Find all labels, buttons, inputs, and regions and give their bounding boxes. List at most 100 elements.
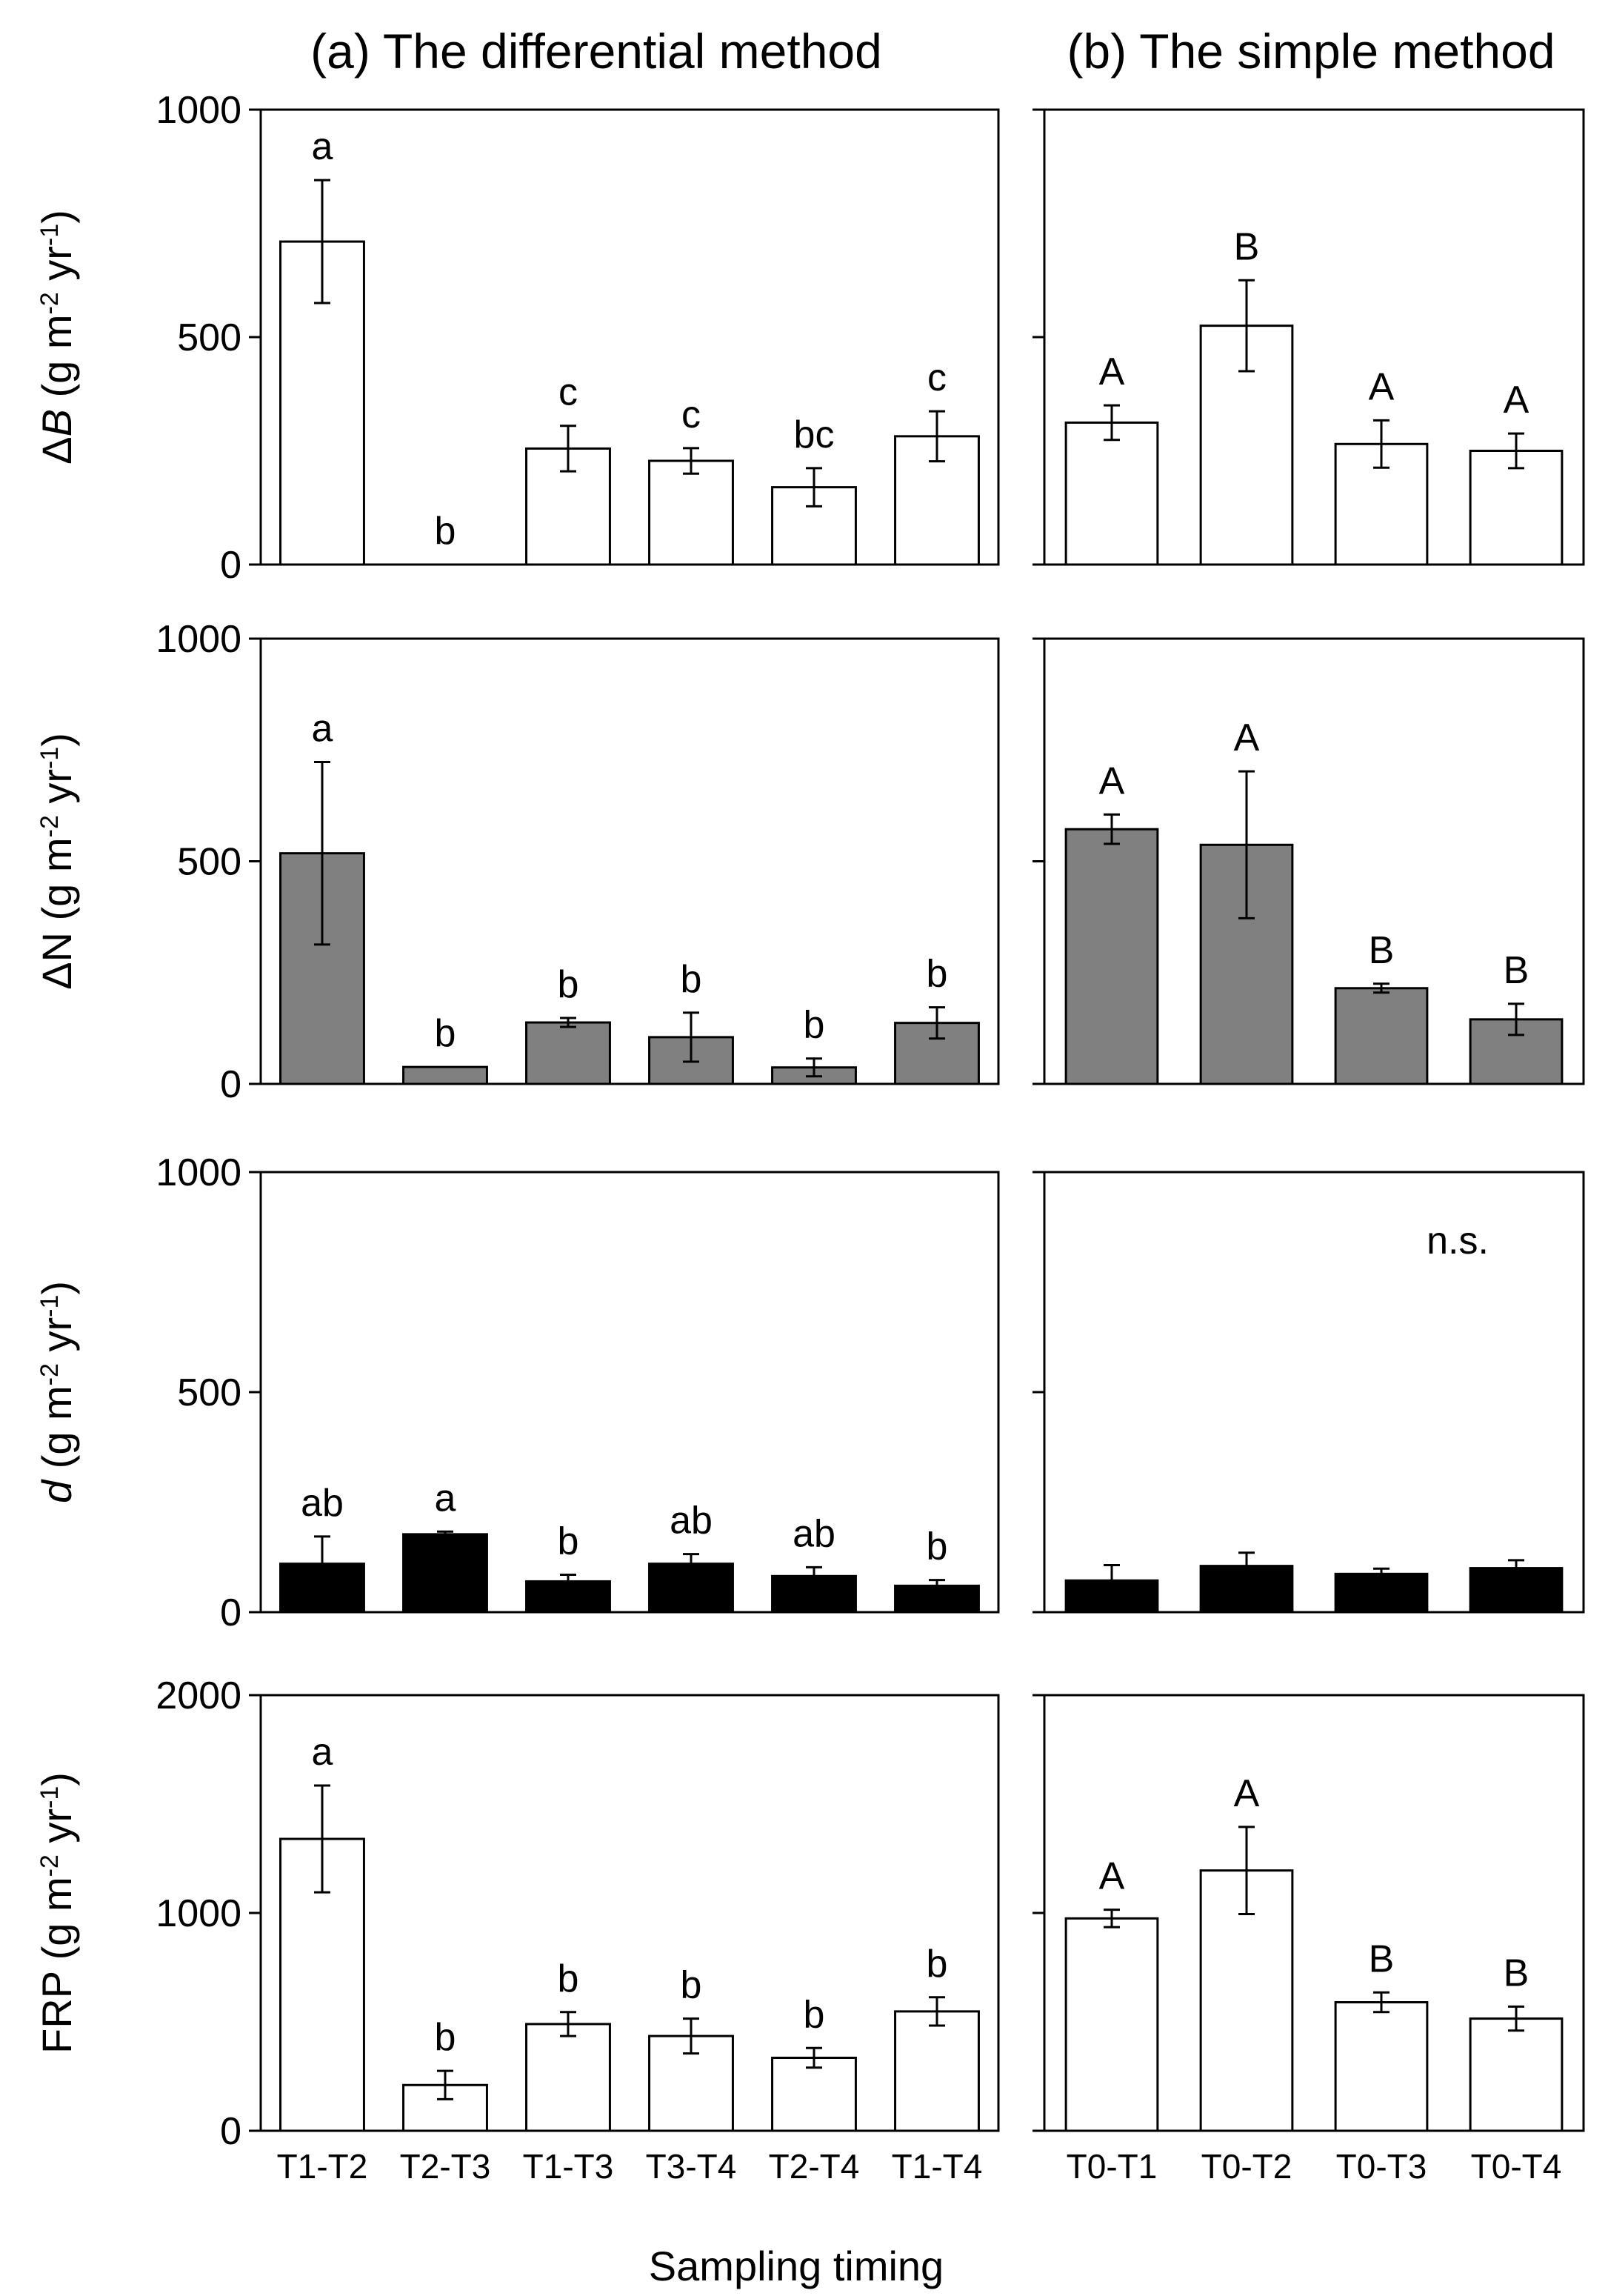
panel-a-row1-sig-letter-T1-T3: b bbox=[558, 963, 579, 1006]
panel-a-row0-sig-letter-T2-T4: bc bbox=[794, 413, 835, 456]
panel-a-row0-ytick-label: 500 bbox=[177, 316, 241, 359]
panel-b-row1-sig-letter-T0-T4: B bbox=[1504, 949, 1529, 992]
panel-a-row0-sig-letter-T1-T2: a bbox=[312, 125, 333, 168]
ylabel-exponent: -1 bbox=[36, 224, 64, 246]
panel-a-row0-sig-letter-T2-T3: b bbox=[435, 510, 456, 553]
ylabel-exponent: -2 bbox=[36, 292, 64, 314]
panel-a-row3-bar-T1-T4 bbox=[894, 2010, 980, 2132]
panel-a-row2-ytick-label: 0 bbox=[220, 1591, 241, 1634]
panel-b-row3-sig-letter-T0-T2: A bbox=[1234, 1772, 1260, 1815]
panel-a-row0-ytick-label: 1000 bbox=[156, 89, 241, 132]
panel-a-row2-ytick-label: 500 bbox=[177, 1371, 241, 1414]
x-tick-label-T0-T2: T0-T2 bbox=[1201, 2147, 1292, 2186]
ylabel-exponent: -1 bbox=[36, 1786, 64, 1808]
panel-a-row0-sig-letter-T1-T3: c bbox=[558, 371, 578, 414]
ylabel-unit: (g m bbox=[33, 1385, 80, 1480]
panel-a-row2-sig-letter-T2-T3: a bbox=[435, 1477, 456, 1520]
panel-a-row1-sig-letter-T2-T3: b bbox=[435, 1012, 456, 1055]
panel-a-row2-frame bbox=[259, 1171, 1000, 1614]
panel-a-title: (a) The differential method bbox=[310, 24, 882, 79]
panel-b-row3: A T0-T1 A T0-T2 B T0-T3 B T0-T4 bbox=[1032, 1694, 1585, 2186]
panel-b-row0-sig-letter-T0-T3: A bbox=[1369, 365, 1395, 408]
panel-a-row3-ytick-label: 1000 bbox=[156, 1892, 241, 1935]
panel-b-row2-bar-T0-T3 bbox=[1334, 1572, 1429, 1614]
ylabel-unit: ) bbox=[33, 210, 80, 224]
x-tick-label-T0-T3: T0-T3 bbox=[1336, 2147, 1427, 2186]
panel-a-row1-bar-T1-T4 bbox=[894, 1022, 980, 1085]
panel-a-row3-bar-T1-T2 bbox=[279, 1837, 365, 2132]
panel-a-row1-sig-letter-T1-T2: a bbox=[312, 707, 333, 750]
panel-a-row3-bar-T1-T3 bbox=[525, 2023, 611, 2132]
panel-b-row3-sig-letter-T0-T1: A bbox=[1099, 1855, 1125, 1898]
ylabel-unit: (g m bbox=[33, 315, 80, 410]
panel-a-row3-sig-letter-T2-T4: b bbox=[804, 1993, 825, 2036]
ylabel-variable: B bbox=[33, 409, 80, 436]
panel-b-row2-frame bbox=[1043, 1171, 1585, 1614]
panel-a-row1-sig-letter-T3-T4: b bbox=[681, 958, 702, 1001]
ylabel-variable: d bbox=[33, 1479, 80, 1503]
panel-b-title: (b) The simple method bbox=[1067, 24, 1555, 79]
panel-a-row0-bar-T3-T4 bbox=[648, 459, 734, 566]
ylabel-unit: ) bbox=[33, 733, 80, 747]
panel-a-row2-sig-letter-T2-T4: ab bbox=[793, 1512, 835, 1555]
panel-b-row0-bar-T0-T4 bbox=[1469, 450, 1564, 566]
panel-a-row1-ytick-label: 0 bbox=[220, 1063, 241, 1106]
panel-b-row3-sig-letter-T0-T4: B bbox=[1504, 1951, 1529, 1994]
panel-b-row0-sig-letter-T0-T1: A bbox=[1099, 350, 1125, 393]
panel-a-row0-ylabel: ΔB (g m-2 yr-1) bbox=[33, 210, 80, 465]
panel-a-row2-ytick-label: 1000 bbox=[156, 1151, 241, 1194]
panel-a-row0-frame bbox=[259, 108, 1000, 566]
panel-b-row3-bar-T0-T1 bbox=[1064, 1917, 1159, 2132]
panel-b-row1-sig-letter-T0-T1: A bbox=[1099, 759, 1125, 802]
panel-b-row1-sig-letter-T0-T3: B bbox=[1369, 929, 1395, 972]
panel-a-row0-sig-letter-T3-T4: c bbox=[681, 393, 701, 436]
ylabel-exponent: -1 bbox=[36, 1295, 64, 1317]
panel-a-row3: 0 1000 2000 FRP (g m-2 yr-1) a T1-T2 b T2-T3 b T1… bbox=[33, 1674, 1000, 2186]
ylabel-exponent: -2 bbox=[36, 1363, 64, 1385]
x-axis-label: Sampling timing bbox=[649, 2243, 944, 2289]
panel-a-row3-frame bbox=[259, 1694, 1000, 2132]
panel-b-row3-sig-letter-T0-T3: B bbox=[1369, 1937, 1395, 1980]
panel-b-row1-sig-letter-T0-T2: A bbox=[1234, 716, 1260, 759]
ylabel-unit: yr bbox=[33, 769, 80, 815]
panel-a-row2-sig-letter-T1-T4: b bbox=[927, 1525, 948, 1568]
panel-b-row3-bar-T0-T4 bbox=[1469, 2017, 1564, 2132]
ylabel-variable: ΔN bbox=[33, 932, 80, 990]
panel-a-row3-ytick-label: 0 bbox=[220, 2110, 241, 2153]
ylabel-unit: yr bbox=[33, 1808, 80, 1854]
panel-b-row2: n.s. bbox=[1032, 1171, 1585, 1614]
panel-a-row3-sig-letter-T1-T3: b bbox=[558, 1957, 579, 2000]
panel-a-row1-sig-letter-T2-T4: b bbox=[804, 1004, 825, 1047]
x-tick-label-T1-T3: T1-T3 bbox=[523, 2147, 614, 2186]
panel-b-row1-bar-T0-T3 bbox=[1334, 987, 1429, 1085]
x-tick-label-T3-T4: T3-T4 bbox=[646, 2147, 737, 2186]
panel-b-row0-sig-letter-T0-T4: A bbox=[1504, 379, 1529, 422]
panel-b-row1-bar-T0-T1 bbox=[1064, 828, 1159, 1085]
ylabel-unit: yr bbox=[33, 246, 80, 292]
panel-a-row3-bar-T2-T4 bbox=[771, 2057, 857, 2132]
ylabel-unit: ) bbox=[33, 1281, 80, 1295]
ylabel-unit: yr bbox=[33, 1317, 80, 1363]
x-tick-label-T1-T2: T1-T2 bbox=[277, 2147, 368, 2186]
panel-a-row1-bar-T2-T3 bbox=[402, 1065, 488, 1085]
ylabel-exponent: -2 bbox=[36, 815, 64, 837]
panel-a-row1-bar-T1-T3 bbox=[525, 1021, 611, 1085]
panel-a-row1: 0 500 1000 ΔN (g m-2 yr-1) a b b b b b bbox=[33, 618, 1000, 1106]
panel-a-row1-ytick-label: 500 bbox=[177, 841, 241, 884]
panel-a-row2-bar-T2-T3 bbox=[402, 1533, 488, 1614]
panel-b-row0-sig-letter-T0-T2: B bbox=[1234, 225, 1260, 268]
panel-a-row2-ylabel: d (g m-2 yr-1) bbox=[33, 1281, 80, 1503]
ylabel-prefix: Δ bbox=[33, 436, 80, 464]
panel-a-row3-ylabel: FRP (g m-2 yr-1) bbox=[33, 1772, 80, 2054]
panel-a-row2-bar-T3-T4 bbox=[648, 1563, 734, 1614]
ylabel-exponent: -1 bbox=[36, 747, 64, 769]
panel-a-row3-sig-letter-T1-T2: a bbox=[312, 1731, 333, 1774]
ylabel-unit: (g m bbox=[33, 1877, 80, 1971]
panel-b-row3-bar-T0-T3 bbox=[1334, 2001, 1429, 2132]
panel-a-row3-ytick-label: 2000 bbox=[156, 1674, 241, 1717]
panel-b-row0: A B A A bbox=[1032, 108, 1585, 566]
